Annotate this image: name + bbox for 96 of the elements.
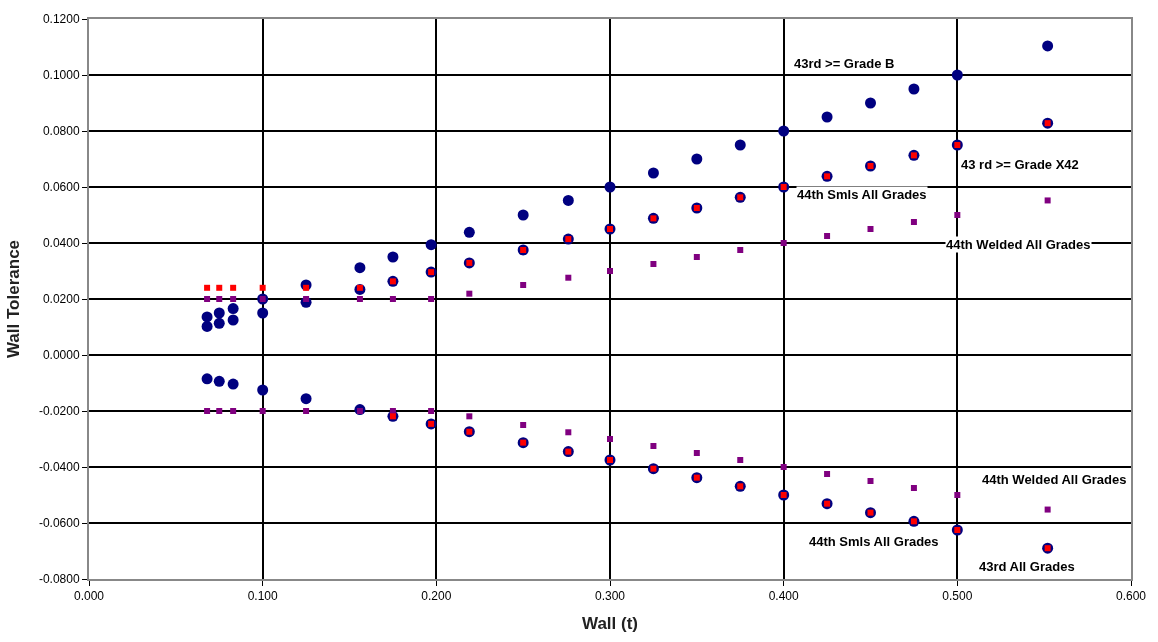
- point: [693, 254, 700, 260]
- y-tick-label: 0.1000: [42, 68, 80, 83]
- annotation: 43rd >= Grade B: [794, 56, 895, 71]
- y-tick-label: -0.0600: [38, 516, 80, 531]
- point: [691, 153, 703, 165]
- point: [230, 284, 237, 291]
- x-tick-label: 0.200: [421, 589, 452, 604]
- point: [954, 492, 961, 498]
- point: [604, 181, 616, 193]
- point: [227, 303, 239, 315]
- y-tick-label: -0.0400: [38, 460, 80, 475]
- y-tick-label: 0.0000: [42, 348, 80, 363]
- point: [908, 83, 920, 95]
- point: [227, 378, 239, 390]
- point: [201, 320, 213, 332]
- point: [607, 268, 613, 274]
- point: [824, 233, 831, 239]
- point: [213, 317, 225, 329]
- point: [647, 167, 659, 179]
- annotation: 43rd All Grades: [979, 559, 1075, 574]
- point: [562, 194, 574, 206]
- point: [204, 284, 211, 291]
- point: [780, 240, 787, 246]
- y-tick-label: 0.0800: [42, 124, 80, 139]
- point: [607, 436, 613, 442]
- point: [259, 408, 266, 414]
- point: [201, 373, 213, 385]
- point: [910, 219, 917, 225]
- y-tick-label: 0.0200: [42, 292, 80, 307]
- point: [216, 408, 223, 414]
- point: [463, 226, 475, 238]
- point: [204, 296, 211, 302]
- point: [951, 69, 963, 81]
- y-axis-title: Wall Tolerance: [3, 239, 23, 359]
- point: [867, 478, 874, 484]
- y-tick-label: -0.0200: [38, 404, 80, 419]
- point: [466, 290, 473, 297]
- annotation: 44th Smls All Grades: [797, 187, 927, 202]
- point: [428, 408, 435, 414]
- point: [734, 139, 746, 151]
- point: [737, 457, 744, 463]
- point: [230, 296, 237, 302]
- point: [303, 408, 310, 414]
- point: [227, 314, 239, 326]
- point: [213, 375, 225, 387]
- point: [216, 296, 223, 302]
- point: [425, 239, 437, 251]
- point: [693, 450, 700, 456]
- point: [1042, 40, 1054, 52]
- point: [520, 422, 527, 428]
- x-tick-label: 0.300: [594, 589, 626, 604]
- x-axis-title: Wall (t): [581, 614, 639, 634]
- point: [213, 307, 225, 319]
- point: [259, 284, 266, 291]
- point: [387, 251, 399, 263]
- y-tick-label: -0.0800: [38, 572, 80, 587]
- point: [428, 296, 435, 302]
- x-tick-label: 0.500: [942, 589, 973, 604]
- point: [257, 307, 269, 319]
- point: [466, 413, 473, 420]
- point: [865, 97, 876, 109]
- point: [520, 282, 527, 288]
- point: [257, 384, 269, 396]
- point: [780, 464, 787, 470]
- point: [650, 443, 657, 449]
- y-tick-label: 0.0400: [42, 236, 80, 251]
- point: [1044, 197, 1051, 204]
- point: [565, 274, 572, 281]
- point: [821, 111, 833, 123]
- point: [1044, 506, 1051, 513]
- point: [824, 471, 831, 477]
- point: [230, 408, 237, 414]
- point: [354, 262, 366, 274]
- y-tick-label: 0.1200: [42, 12, 80, 27]
- annotation: 44th Smls All Grades: [809, 534, 939, 549]
- point: [517, 209, 529, 221]
- point: [216, 284, 223, 291]
- point: [954, 212, 961, 218]
- point: [737, 247, 744, 253]
- point: [867, 226, 874, 232]
- x-tick-label: 0.000: [73, 589, 105, 604]
- point: [650, 261, 657, 267]
- x-tick-label: 0.400: [768, 589, 800, 604]
- annotation: 44th Welded All Grades: [982, 472, 1127, 487]
- point: [204, 408, 211, 414]
- annotation: 43 rd >= Grade X42: [961, 157, 1079, 172]
- annotation: 44th Welded All Grades: [946, 237, 1091, 252]
- y-tick-label: 0.0600: [42, 180, 80, 195]
- point: [356, 296, 363, 302]
- point: [778, 125, 790, 137]
- point: [565, 429, 572, 436]
- point: [389, 296, 396, 302]
- point: [300, 393, 312, 405]
- x-tick-label: 0.600: [1115, 589, 1147, 604]
- point: [910, 485, 917, 491]
- x-tick-label: 0.100: [247, 589, 279, 604]
